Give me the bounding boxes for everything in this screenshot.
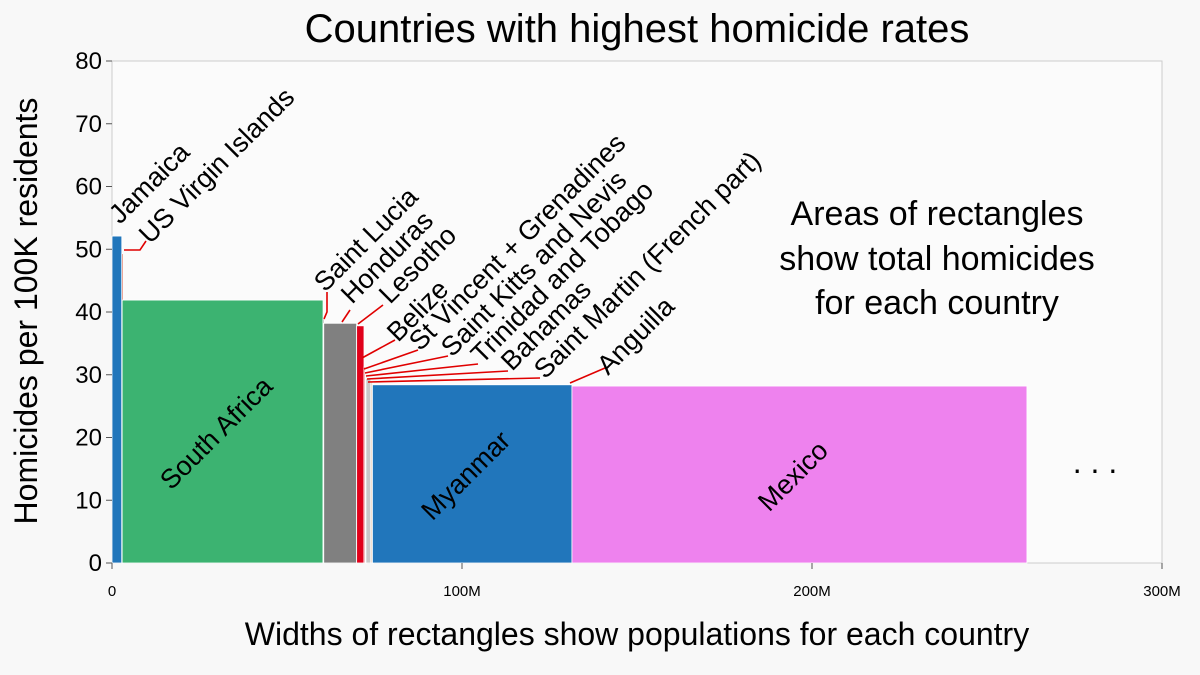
y-tick-label: 20 [75, 425, 102, 452]
area-note-line-3: for each country [815, 284, 1059, 322]
leader-anguilla [569, 367, 606, 384]
y-ticks-group: 0 10 20 30 40 50 60 70 80 [75, 48, 112, 577]
leader-st-vincent-grenadines [363, 349, 419, 370]
bar-mexico [571, 385, 1028, 564]
x-tick-label: 0 [108, 583, 116, 600]
leader-trinidad-and-tobago [365, 363, 479, 377]
x-tick-label: 100M [443, 583, 481, 600]
leader-belize [361, 339, 396, 359]
bars-group [111, 235, 1028, 564]
bar-lesotho [356, 325, 365, 564]
bar-honduras [323, 322, 358, 564]
y-tick-label: 80 [75, 48, 102, 75]
leader-lines-group [124, 240, 606, 384]
leader-honduras [341, 309, 351, 323]
y-tick-label: 60 [75, 174, 102, 201]
bar-jamaica [111, 235, 123, 564]
y-tick-label: 40 [75, 299, 102, 326]
y-tick-label: 30 [75, 362, 102, 389]
leader-saint-martin-french-part [367, 377, 541, 383]
continuation-ellipsis: . . . [1073, 444, 1117, 480]
y-axis-label: Homicides per 100K residents [8, 98, 44, 525]
leader-saint-lucia [323, 292, 328, 320]
x-tick-label: 200M [793, 583, 831, 600]
x-tick-label: 300M [1143, 583, 1181, 600]
bar-myanmar [372, 384, 573, 564]
area-note-line-1: Areas of rectangles [791, 195, 1084, 233]
bar-trinidad-and-tobago [365, 378, 372, 564]
area-note-line-2: show total homicides [779, 240, 1095, 278]
y-tick-label: 70 [75, 111, 102, 138]
leader-us-virgin-islands [124, 240, 147, 251]
y-tick-label: 10 [75, 487, 102, 514]
x-axis-label: Widths of rectangles show populations fo… [245, 616, 1029, 652]
leader-saint-kitts-and-nevis [364, 355, 449, 374]
x-ticks-group: 0 100M 200M 300M [108, 563, 1181, 600]
chart-title: Countries with highest homicide rates [305, 7, 970, 51]
y-tick-label: 50 [75, 236, 102, 263]
leader-lesotho [357, 304, 384, 325]
leader-bahamas [366, 370, 509, 380]
y-tick-label: 0 [89, 550, 102, 577]
